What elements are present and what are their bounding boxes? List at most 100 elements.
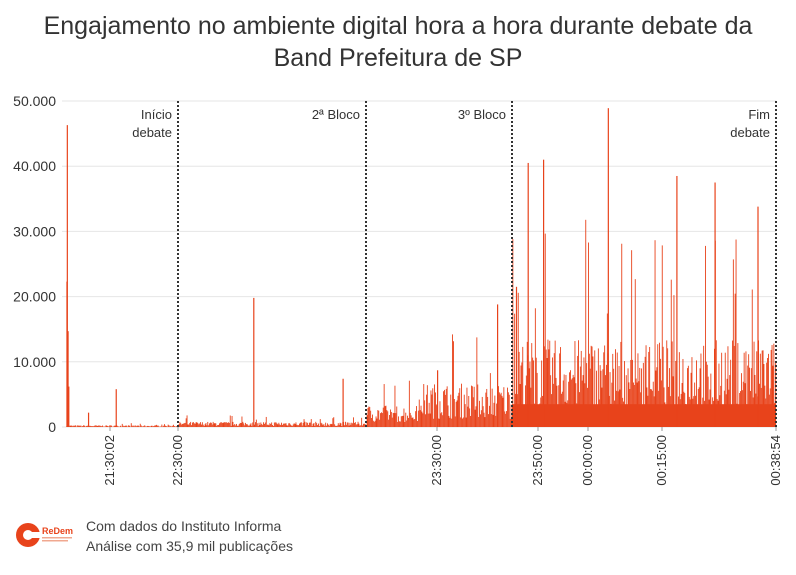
bar xyxy=(403,408,405,427)
bar xyxy=(520,365,522,427)
bar xyxy=(534,308,536,427)
bar xyxy=(164,424,165,427)
bar xyxy=(162,426,164,427)
bar xyxy=(169,426,171,427)
bar xyxy=(300,422,302,427)
bar xyxy=(425,414,426,427)
bar xyxy=(766,362,768,427)
bar xyxy=(244,425,246,427)
bar xyxy=(86,426,88,427)
bar xyxy=(655,370,657,427)
bar xyxy=(201,424,202,427)
bar xyxy=(424,400,426,427)
bar xyxy=(381,412,382,427)
bar xyxy=(79,426,81,427)
bar xyxy=(90,425,92,427)
bar xyxy=(549,340,551,427)
bar xyxy=(476,337,478,427)
bar xyxy=(328,425,330,427)
bar xyxy=(250,423,252,427)
bar xyxy=(618,366,620,427)
bar xyxy=(308,424,309,427)
bar xyxy=(484,417,486,427)
bar xyxy=(203,426,205,427)
bar xyxy=(460,417,462,427)
bar xyxy=(433,418,435,427)
bar xyxy=(99,425,101,427)
bar xyxy=(443,391,444,427)
bar xyxy=(721,352,723,427)
bar xyxy=(356,424,358,427)
x-tick-label: 23:30:00 xyxy=(429,435,444,486)
bar xyxy=(621,243,623,427)
bar xyxy=(660,358,661,427)
peak-bar xyxy=(66,281,68,427)
peak-bar xyxy=(543,159,545,427)
bar xyxy=(118,426,120,427)
bar xyxy=(75,425,76,427)
bar xyxy=(624,361,625,427)
bars-series xyxy=(66,219,777,427)
bar xyxy=(406,420,408,427)
bar xyxy=(552,357,553,427)
peak-bar xyxy=(342,378,344,427)
bar xyxy=(282,423,284,427)
bar xyxy=(173,424,174,427)
bar xyxy=(201,422,203,427)
bar xyxy=(440,413,442,427)
peak-bar xyxy=(757,206,759,427)
bar xyxy=(190,421,192,427)
bar xyxy=(263,422,264,427)
bar xyxy=(138,425,139,427)
bar xyxy=(311,425,313,427)
x-tick-label: 22:30:00 xyxy=(170,435,185,486)
bar xyxy=(634,279,636,427)
bar xyxy=(434,384,435,427)
bar xyxy=(376,418,378,427)
bar xyxy=(705,361,707,427)
bar xyxy=(405,412,407,427)
bar xyxy=(730,359,732,427)
bar xyxy=(254,424,255,427)
bar xyxy=(199,423,201,427)
bar xyxy=(667,348,669,427)
bar xyxy=(318,425,320,427)
bar xyxy=(727,346,729,427)
peak-bar xyxy=(437,370,439,427)
bar xyxy=(696,360,697,427)
bar xyxy=(510,404,512,427)
bar xyxy=(137,425,138,427)
bar xyxy=(170,425,172,427)
bar xyxy=(545,349,547,427)
bar xyxy=(245,422,246,427)
bar xyxy=(546,358,548,427)
bar xyxy=(167,424,169,427)
bar xyxy=(410,415,412,427)
bar xyxy=(193,423,195,427)
bar xyxy=(543,346,545,427)
bar xyxy=(75,426,77,427)
bar xyxy=(533,360,534,427)
bar xyxy=(78,425,80,427)
bar xyxy=(351,422,353,427)
bar xyxy=(462,418,463,427)
bar xyxy=(426,385,428,427)
bar xyxy=(255,419,257,427)
bar xyxy=(451,418,453,427)
bar xyxy=(389,415,390,427)
bar xyxy=(210,422,212,427)
bar xyxy=(208,425,210,427)
bar xyxy=(381,413,383,427)
bar xyxy=(238,424,240,427)
bar xyxy=(346,422,348,427)
bar xyxy=(600,370,602,427)
bar xyxy=(138,426,140,427)
x-tick-label: 00:00:00 xyxy=(580,435,595,486)
bar xyxy=(591,346,593,427)
bar xyxy=(761,350,763,427)
bar xyxy=(570,370,571,427)
bar xyxy=(304,421,306,427)
bar xyxy=(313,423,315,427)
footer: Com dados do Instituto Informa Análise c… xyxy=(86,516,293,556)
